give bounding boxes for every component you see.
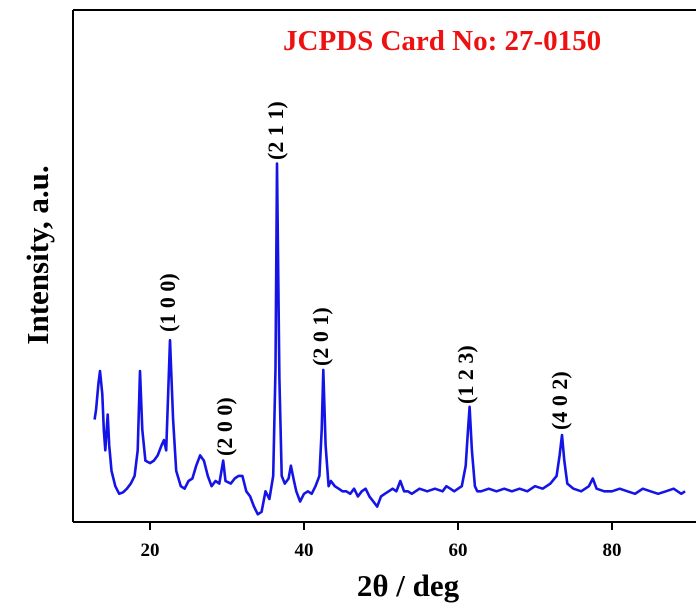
xrd-line <box>93 162 686 516</box>
peak-label: (4 0 2) <box>547 371 572 430</box>
x-tick-label: 20 <box>141 540 160 561</box>
x-tick-label: 60 <box>449 540 468 561</box>
x-axis-label: 2θ / deg <box>357 568 460 603</box>
chart-title: JCPDS Card No: 27-0150 <box>283 25 601 57</box>
y-axis-label: Intensity, a.u. <box>20 165 55 344</box>
x-tick-label: 80 <box>603 540 622 561</box>
x-tick-label: 40 <box>295 540 314 561</box>
peak-label: (2 0 1) <box>308 307 333 366</box>
peak-label: (2 1 1) <box>263 101 288 160</box>
peak-label: (1 0 0) <box>155 273 180 332</box>
peak-label: (1 2 3) <box>453 345 478 404</box>
peak-label: (2 0 0) <box>212 397 237 456</box>
